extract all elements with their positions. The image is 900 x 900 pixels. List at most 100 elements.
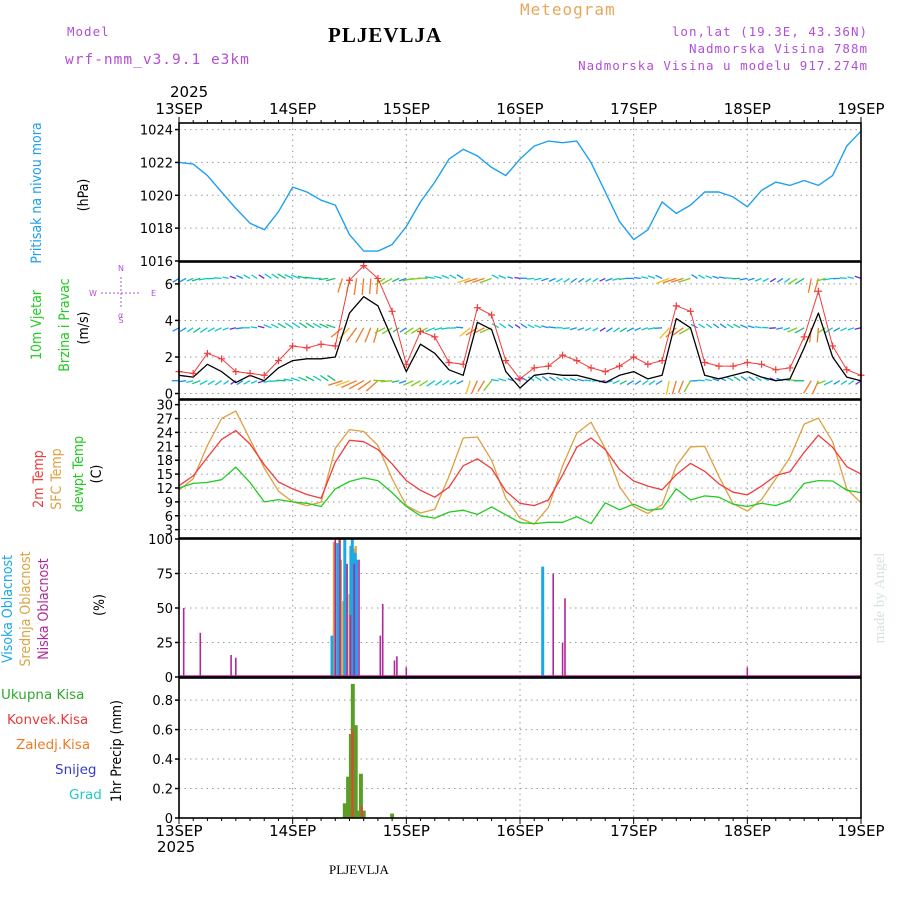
wind-arrow	[534, 324, 542, 329]
wind-arrow	[605, 277, 613, 282]
wind-arrow	[520, 323, 528, 329]
bottom-date-label: 17SEP	[610, 822, 657, 840]
wind-arrow	[592, 277, 599, 283]
wind-arrow	[172, 277, 180, 283]
wind-arrow	[455, 326, 464, 329]
panel-frame-4	[178, 677, 862, 819]
wind-arrow	[698, 323, 706, 329]
wind-arrow	[284, 322, 294, 329]
product-title: Meteogram	[520, 0, 616, 19]
wind-arrow	[833, 327, 841, 332]
bottom-date-label: 15SEP	[383, 822, 430, 840]
wind-arrow	[341, 380, 357, 389]
low-cloud-bar	[334, 539, 337, 677]
panel2-ytick-label: 15	[156, 468, 173, 483]
altitude-text: Nadmorska Visina 788m	[688, 41, 868, 56]
top-date-label: 15SEP	[383, 100, 430, 118]
gust-marker	[843, 366, 851, 374]
wind-arrow	[776, 277, 784, 283]
panel4-ytick-label: 0.2	[152, 783, 173, 798]
wind-arrow	[187, 327, 194, 333]
wind-arrow	[483, 380, 493, 392]
wind-arrow	[326, 324, 336, 329]
wind-arrow	[705, 323, 713, 329]
wind-arrow	[270, 323, 279, 329]
mid-cloud-label: Srednja Oblacnost	[18, 551, 34, 667]
high-cloud-bar	[350, 539, 354, 677]
year-top: 2025	[170, 83, 209, 101]
wind-arrow	[320, 374, 329, 382]
panel0-ytick-label: 1018	[140, 222, 173, 237]
wind-arrow	[670, 277, 684, 283]
wind-arrow	[678, 327, 691, 335]
wind-arrow	[459, 327, 471, 337]
footer-station: PLJEVLJA	[329, 862, 389, 877]
gust-marker	[289, 342, 297, 350]
wind-arrow	[312, 375, 322, 382]
wind-arrow	[374, 277, 386, 286]
wind-arrow	[442, 380, 450, 386]
gust-marker	[772, 366, 780, 374]
wind-arrow	[236, 380, 244, 386]
wind-arrow	[626, 380, 635, 386]
wind-arrow	[264, 273, 272, 279]
total-precip-bar	[353, 725, 358, 818]
wind-arrow	[665, 380, 670, 395]
tsfc-label: SFC Temp	[49, 448, 65, 510]
low-cloud-bar	[230, 654, 232, 677]
total-precip-bar	[390, 813, 395, 818]
wind-arrow	[425, 327, 436, 333]
wind-arrow	[229, 275, 237, 280]
gust-marker	[402, 360, 410, 368]
compass-n-label: N	[118, 264, 124, 273]
low-cloud-bar	[552, 573, 554, 677]
wind-arrow	[606, 327, 613, 333]
wind-arrow	[541, 325, 549, 329]
wind-arrow	[191, 277, 201, 282]
wind-arrow	[235, 327, 243, 330]
wind-arrow	[298, 322, 308, 329]
wind-arrow	[612, 380, 620, 385]
wind-arrow	[392, 327, 400, 333]
wind-arrow	[847, 276, 855, 280]
wind-arrow	[754, 277, 762, 282]
wind-arrow	[318, 277, 329, 281]
wind-arrow	[236, 274, 244, 279]
wind-arrow	[418, 380, 428, 387]
dewpt-label: dewpt Temp	[71, 435, 87, 513]
low-cloud-bar	[346, 563, 348, 677]
wind-arrow	[647, 275, 656, 280]
wind-arrow	[435, 380, 443, 386]
wind-arrow	[570, 277, 578, 284]
top-date-label: 19SEP	[837, 100, 884, 118]
panel1-ytick-label: 0	[165, 388, 173, 403]
compass-alpha-label: α	[118, 311, 123, 320]
panel2-ytick-label: 12	[156, 482, 173, 497]
low-cloud-bar	[199, 632, 202, 677]
panel-frame-3	[178, 538, 862, 678]
wind-arrow	[243, 380, 251, 385]
wind-label-1: 10m Vjetar	[29, 290, 45, 360]
wind-arrow	[671, 380, 677, 395]
wind-arrow	[355, 327, 365, 343]
legend-total-rain: Ukupna Kisa	[1, 687, 85, 703]
wind-arrow	[755, 376, 762, 382]
wind-arrow	[848, 380, 855, 385]
wind-arrow	[672, 327, 684, 336]
panel-frame-2	[178, 399, 862, 539]
precip-label: 1hr Precip (mm)	[109, 700, 125, 802]
low-cloud-bar	[182, 608, 185, 677]
wind-arrow	[229, 327, 236, 330]
wind-arrow	[312, 322, 322, 329]
wind-arrow	[803, 380, 812, 394]
gust-marker	[587, 364, 595, 372]
wind-arrow	[712, 323, 720, 329]
wind-arrow	[747, 277, 755, 282]
wind-arrow	[277, 273, 286, 279]
low-cloud-bar	[393, 660, 396, 677]
legend-conv-rain: Konvek.Kisa	[7, 712, 89, 728]
wind-arrow	[291, 322, 301, 329]
high-cloud-bar	[336, 543, 340, 677]
wind-arrow	[434, 327, 443, 331]
panel0-ytick-label: 1022	[140, 156, 173, 171]
